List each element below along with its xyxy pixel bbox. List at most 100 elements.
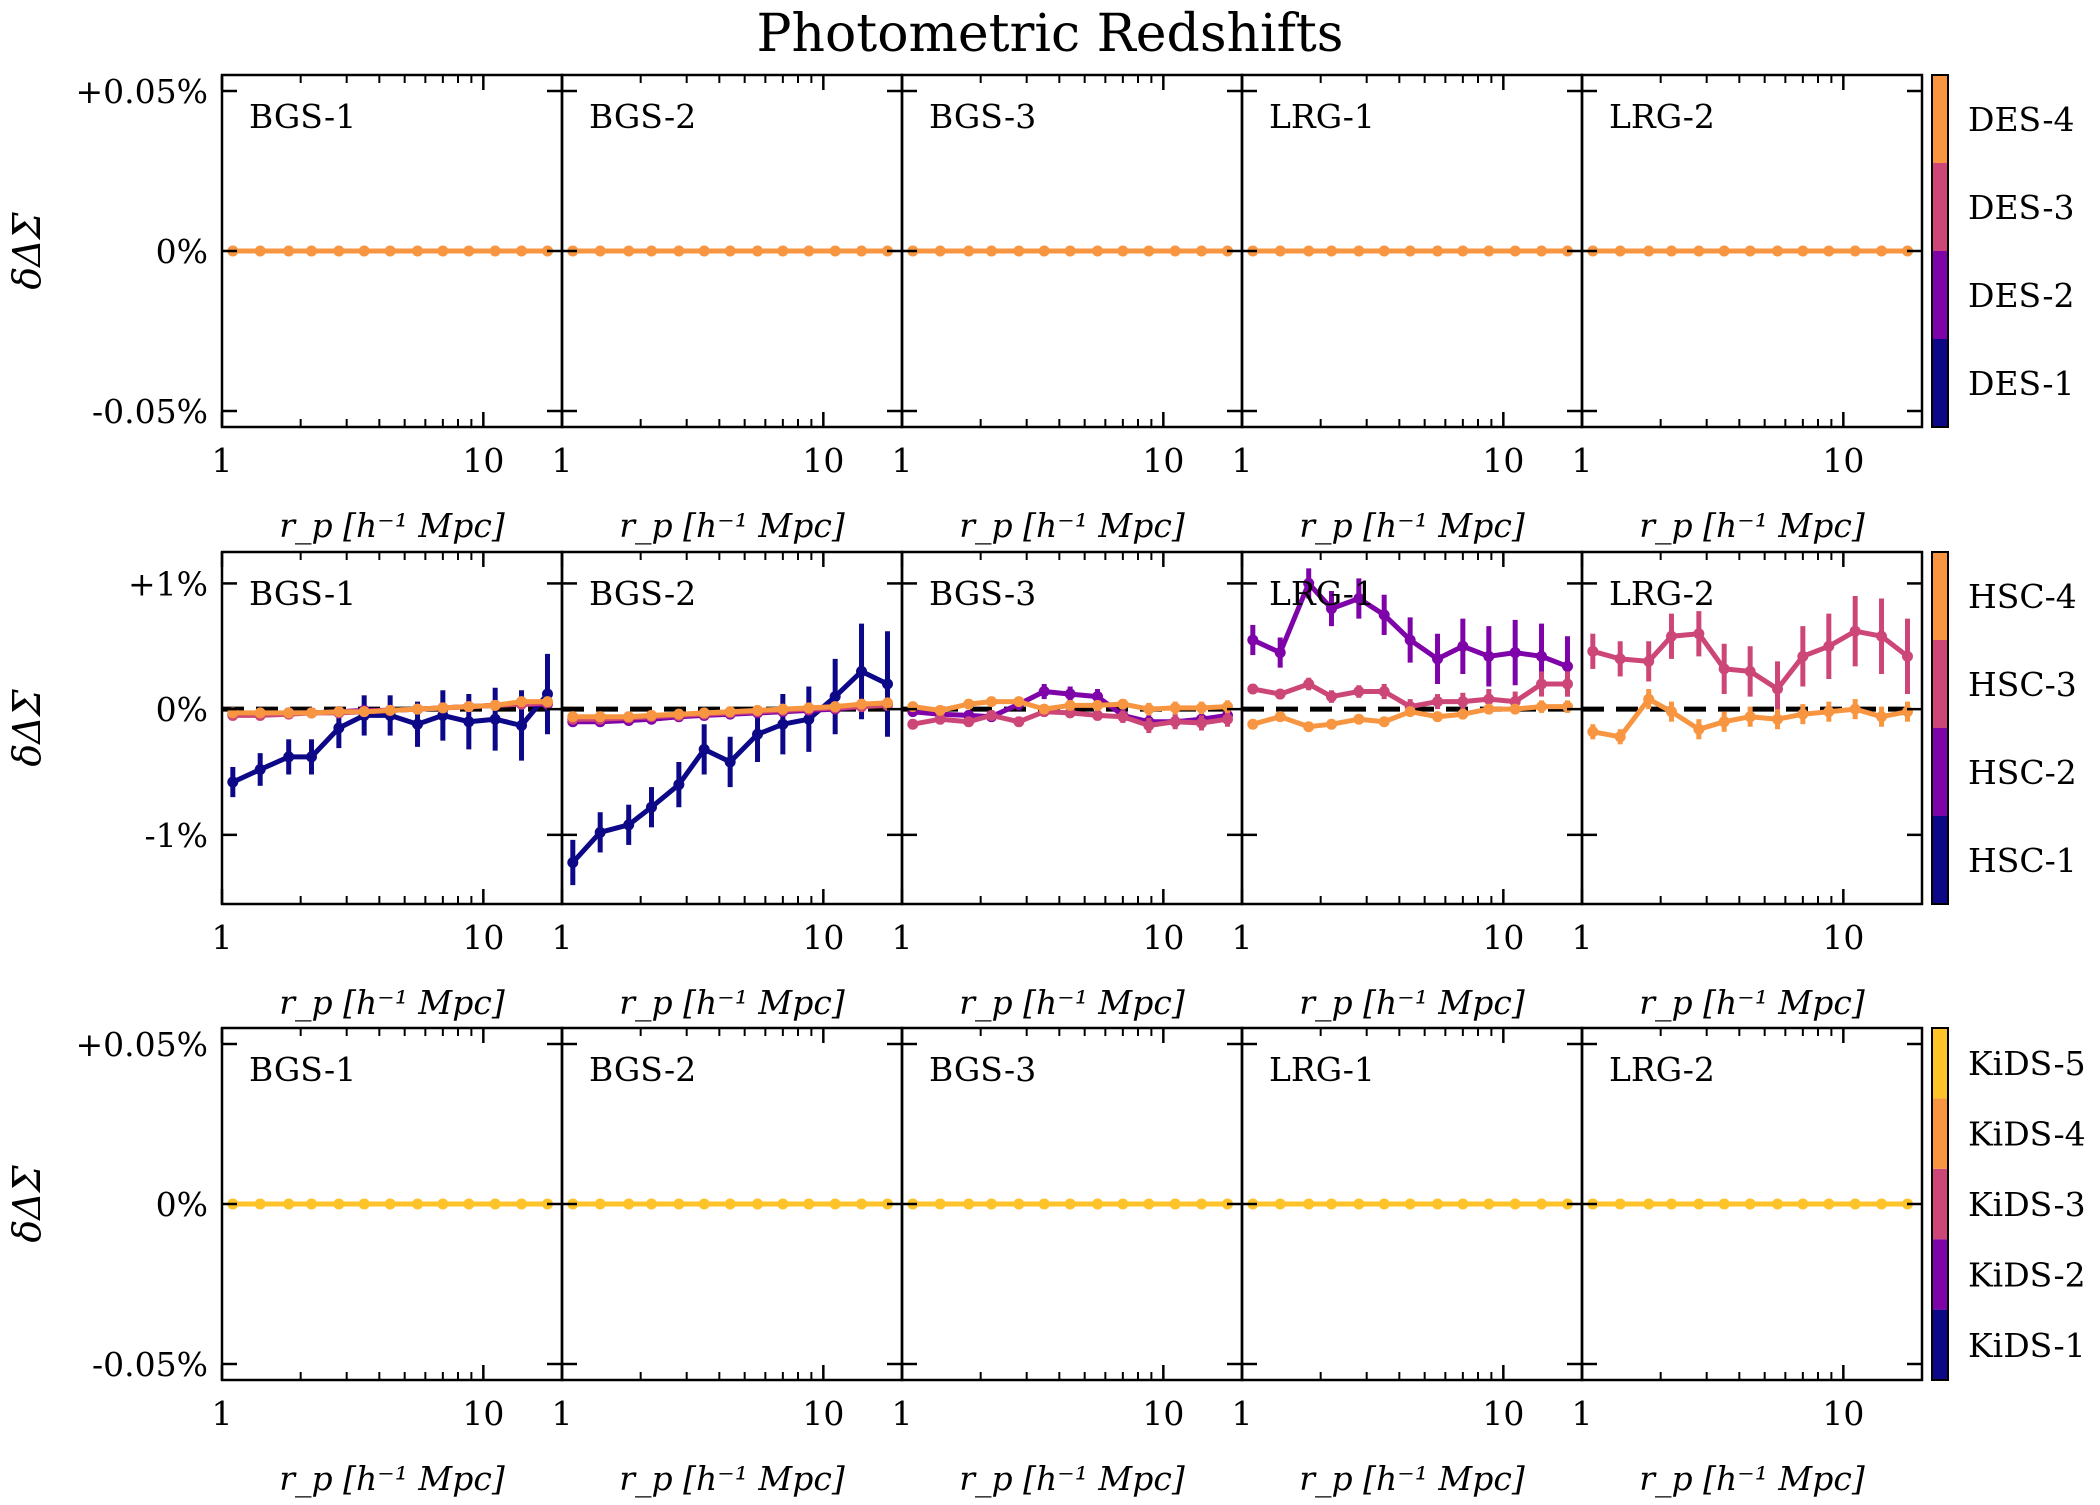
series-des-4-point — [724, 245, 736, 257]
series-kids-5-point — [1849, 1198, 1861, 1210]
series-hsc-2-point — [1483, 650, 1495, 662]
series-hsc-4-point — [1274, 711, 1286, 723]
series-kids-5-point — [1404, 1198, 1416, 1210]
colorbar: DES-1 DES-2 DES-3 DES-4 — [1931, 74, 2075, 428]
series-hsc-4-point — [1353, 713, 1365, 725]
series-hsc-3-point — [1614, 653, 1626, 665]
series-hsc-4-point — [384, 704, 396, 716]
series-hsc-3-point — [1718, 663, 1730, 675]
panel-lrg-2: LRG-2 1 10 r_p [h⁻¹ Mpc] — [1572, 550, 1924, 1023]
panel-label: BGS-1 — [249, 97, 356, 136]
series-kids-5-point — [803, 1198, 815, 1210]
series-kids-5-point — [1797, 1198, 1809, 1210]
series-des-4-point — [1353, 245, 1365, 257]
series-des-4-point — [283, 245, 295, 257]
x-tick-label: 10 — [1822, 918, 1864, 957]
series-kids-5-point — [645, 1198, 657, 1210]
series-hsc-4-point — [1718, 716, 1730, 728]
y-tick-label: -1% — [144, 816, 208, 855]
panel-data — [1247, 245, 1573, 257]
series-hsc-4-point — [1169, 702, 1181, 714]
series-des-4-point — [1196, 245, 1208, 257]
series-hsc-4-point — [516, 696, 528, 708]
series-des-4-point — [1772, 245, 1784, 257]
y-tick-label: +1% — [128, 564, 208, 603]
row-hsc: δΔΣ BGS-1 1 10 r_p [h⁻¹ Mpc] +1% 0% -1% BGS-2 1 10… — [5, 550, 2077, 1023]
x-tick-label: 10 — [1822, 1394, 1864, 1433]
series-hsc-3-point — [1247, 683, 1259, 695]
series-kids-5-point — [1432, 1198, 1444, 1210]
series-kids-5-point — [963, 1198, 975, 1210]
series-des-4-point — [1303, 245, 1315, 257]
series-hsc-4-point — [283, 707, 295, 719]
series-hsc-4-point — [1744, 711, 1756, 723]
series-kids-5-point — [1378, 1198, 1390, 1210]
x-tick-label: 1 — [1232, 441, 1253, 480]
panel-bgs-3: BGS-3 1 10 r_p [h⁻¹ Mpc] — [892, 550, 1244, 1023]
series-hsc-4-point — [1587, 726, 1599, 738]
series-hsc-4-point — [333, 706, 345, 718]
x-axis-label: r_p [h⁻¹ Mpc] — [619, 1459, 845, 1499]
series-hsc-4-point — [1643, 693, 1655, 705]
series-hsc-3-point — [1432, 696, 1444, 708]
series-hsc-3-point — [1169, 716, 1181, 728]
colorbar-label: DES-3 — [1968, 188, 2075, 227]
y-tick-label: 0% — [156, 232, 208, 271]
panel-bgs-1: BGS-1 1 10 r_p [h⁻¹ Mpc] +1% 0% -1% — [128, 550, 564, 1023]
series-des-4-point — [437, 245, 449, 257]
series-des-4-point — [645, 245, 657, 257]
series-hsc-4-point — [1483, 703, 1495, 715]
series-des-4-point — [1274, 245, 1286, 257]
panel-data — [227, 1198, 553, 1210]
series-kids-5-point — [1483, 1198, 1495, 1210]
colorbar-label: DES-1 — [1968, 364, 2075, 403]
series-hsc-4-point — [412, 703, 424, 715]
series-hsc-3-point — [1117, 711, 1129, 723]
x-axis-label: r_p [h⁻¹ Mpc] — [1639, 1459, 1865, 1499]
series-hsc-3-point — [1823, 640, 1835, 652]
x-tick-label: 10 — [1142, 918, 1184, 957]
series-hsc-3-point — [1325, 691, 1337, 703]
y-axis-label: δΔΣ — [5, 1164, 49, 1242]
x-tick-label: 1 — [1232, 1394, 1253, 1433]
x-tick-label: 1 — [212, 1394, 233, 1433]
x-tick-label: 10 — [802, 441, 844, 480]
series-kids-5-point — [1823, 1198, 1835, 1210]
colorbar-label: KiDS-4 — [1968, 1115, 2086, 1154]
colorbar-label: DES-4 — [1968, 100, 2075, 139]
series-hsc-1-point — [724, 756, 736, 768]
series-hsc-2-point — [1092, 691, 1104, 703]
series-des-4-point — [489, 245, 501, 257]
series-hsc-1-point — [227, 776, 239, 788]
colorbar-frame — [1931, 1027, 1949, 1381]
series-hsc-1-point — [803, 713, 815, 725]
series-hsc-3-point — [1353, 686, 1365, 698]
series-des-4-point — [333, 245, 345, 257]
series-des-4-point — [463, 245, 475, 257]
series-kids-5-point — [724, 1198, 736, 1210]
series-hsc-4-point — [777, 703, 789, 715]
panel-label: LRG-1 — [1269, 1050, 1375, 1089]
panel-data — [907, 1198, 1233, 1210]
series-hsc-2-point — [1038, 686, 1050, 698]
series-des-4-point — [1325, 245, 1337, 257]
x-tick-label: 1 — [552, 441, 573, 480]
series-des-4-point — [305, 245, 317, 257]
series-kids-5-point — [1303, 1198, 1315, 1210]
series-kids-5-point — [1457, 1198, 1469, 1210]
series-des-4-point — [1378, 245, 1390, 257]
panel-label: BGS-1 — [249, 574, 356, 613]
series-kids-5-point — [1013, 1198, 1025, 1210]
colorbar-segment — [1932, 75, 1948, 163]
series-des-4-point — [1064, 245, 1076, 257]
series-kids-5-point — [254, 1198, 266, 1210]
series-hsc-4-point — [1772, 713, 1784, 725]
series-des-4-point — [623, 245, 635, 257]
x-axis-label: r_p [h⁻¹ Mpc] — [1299, 983, 1525, 1023]
series-des-4-point — [1823, 245, 1835, 257]
panel-label: BGS-3 — [929, 97, 1036, 136]
colorbar-segment — [1932, 1098, 1948, 1169]
series-hsc-3-point — [1064, 707, 1076, 719]
series-hsc-1-point — [437, 709, 449, 721]
